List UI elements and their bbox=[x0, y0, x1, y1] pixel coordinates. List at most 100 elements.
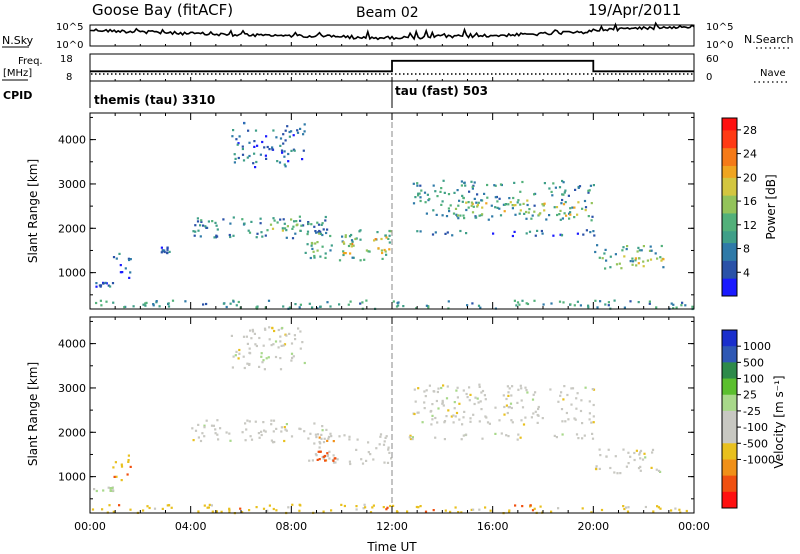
power-cell bbox=[163, 249, 166, 252]
velocity-cell bbox=[434, 416, 437, 420]
velocity-cell bbox=[268, 326, 271, 329]
power-cell bbox=[293, 220, 296, 223]
power-cell bbox=[132, 305, 135, 308]
velocity-cell bbox=[541, 417, 544, 420]
velocity-cell bbox=[201, 432, 204, 435]
velocity-cell bbox=[599, 454, 602, 457]
power-cell bbox=[171, 299, 175, 302]
power-cell bbox=[104, 281, 107, 284]
power-cell bbox=[457, 217, 460, 220]
velocity-cell bbox=[484, 506, 487, 509]
velocity-cell bbox=[225, 431, 228, 434]
power-cell bbox=[574, 188, 577, 191]
power-cell bbox=[555, 206, 559, 209]
power-cell bbox=[152, 304, 155, 307]
velocity-cell bbox=[365, 459, 368, 462]
power-cell bbox=[349, 243, 352, 246]
power-cell bbox=[232, 216, 235, 219]
power-cell bbox=[513, 181, 516, 184]
power-cell bbox=[363, 258, 366, 261]
power-cell bbox=[526, 302, 530, 306]
power-cell bbox=[637, 246, 640, 249]
power-colorbar-tick-label: 28 bbox=[743, 124, 757, 137]
velocity-cell bbox=[215, 510, 218, 513]
velocity-cell bbox=[555, 436, 558, 439]
power-cell bbox=[476, 205, 479, 208]
power-cell bbox=[573, 206, 576, 209]
power-cell bbox=[459, 229, 462, 233]
velocity-cell bbox=[348, 435, 351, 438]
power-cell bbox=[281, 229, 284, 232]
velocity-cell bbox=[317, 450, 320, 453]
velocity-cell bbox=[279, 357, 282, 360]
velocity-cell bbox=[557, 507, 560, 510]
freq-left-label-top: Freq. bbox=[18, 56, 43, 67]
power-cell bbox=[296, 131, 300, 134]
velocity-cell bbox=[652, 510, 655, 513]
velocity-cell bbox=[462, 389, 465, 392]
velocity-cell bbox=[108, 504, 111, 507]
power-cell bbox=[128, 276, 131, 279]
velocity-cell bbox=[591, 437, 595, 440]
power-cell bbox=[298, 215, 301, 218]
power-cell bbox=[324, 219, 327, 222]
velocity-cell bbox=[486, 421, 490, 424]
power-cell bbox=[423, 191, 427, 194]
power-cell bbox=[550, 302, 553, 305]
velocity-cell bbox=[627, 506, 630, 509]
velocity-cell bbox=[258, 365, 261, 368]
velocity-cell bbox=[323, 454, 327, 458]
power-cell bbox=[561, 179, 564, 183]
power-cell bbox=[319, 305, 322, 308]
power-cell bbox=[590, 202, 593, 205]
velocity-cell bbox=[449, 510, 452, 513]
velocity-cell bbox=[588, 400, 591, 403]
power-cell bbox=[281, 227, 284, 230]
power-cell bbox=[200, 219, 203, 222]
velocity-cell bbox=[564, 420, 567, 423]
power-cell bbox=[569, 213, 572, 216]
velocity-cell bbox=[595, 468, 598, 471]
velocity-cell bbox=[633, 451, 636, 455]
power-cell bbox=[155, 300, 158, 303]
velocity-cell bbox=[478, 508, 481, 511]
velocity-cell bbox=[641, 458, 645, 461]
velocity-cell bbox=[332, 454, 335, 457]
velocity-cell bbox=[651, 448, 655, 451]
power-cell bbox=[216, 235, 219, 238]
power-cell bbox=[241, 153, 245, 156]
power-cell bbox=[105, 300, 108, 303]
power-cell bbox=[237, 300, 240, 304]
power-cell bbox=[648, 249, 652, 252]
velocity-cell bbox=[510, 406, 513, 410]
power-cell bbox=[626, 245, 629, 248]
velocity-cell bbox=[316, 458, 319, 461]
power-cell bbox=[199, 235, 202, 238]
velocity-cell bbox=[322, 510, 325, 513]
power-cell bbox=[237, 156, 240, 160]
power-cell bbox=[660, 259, 663, 262]
velocity-cell bbox=[279, 335, 282, 338]
power-cell bbox=[558, 213, 561, 216]
power-cell bbox=[354, 237, 357, 241]
power-cell bbox=[290, 218, 293, 221]
power-cell bbox=[419, 199, 422, 203]
power-cell bbox=[447, 193, 451, 196]
velocity-cell bbox=[314, 433, 317, 436]
power-cell bbox=[283, 222, 286, 225]
power-cell bbox=[680, 304, 683, 307]
freq-left-label-unit: [MHz] bbox=[3, 68, 32, 79]
velocity-cell bbox=[383, 440, 386, 443]
power-cell bbox=[507, 203, 510, 206]
power-cell bbox=[308, 302, 311, 305]
power-cell bbox=[416, 184, 419, 187]
velocity-cell bbox=[266, 509, 269, 512]
velocity-cell bbox=[447, 409, 450, 412]
power-cell bbox=[550, 190, 553, 193]
power-cell bbox=[316, 307, 319, 310]
velocity-cell bbox=[293, 334, 296, 337]
cpid-segment-2: tau (fast) 503 bbox=[395, 84, 488, 98]
velocity-cell bbox=[322, 457, 325, 460]
power-cell bbox=[569, 211, 572, 214]
power-cell bbox=[476, 193, 479, 196]
